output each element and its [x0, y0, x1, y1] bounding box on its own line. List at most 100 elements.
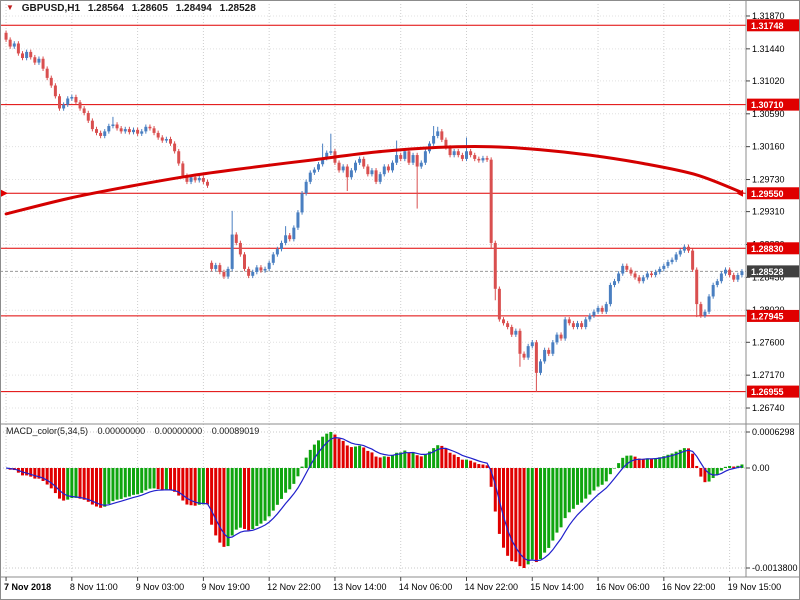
macd-histogram-bar — [613, 468, 616, 469]
candle-body — [411, 155, 415, 163]
macd-histogram-bar — [687, 448, 690, 468]
macd-histogram-bar — [222, 468, 226, 547]
candle-body — [362, 158, 366, 167]
macd-indicator-label: MACD_color(5,34,5) 0.00000000 0.00000000… — [6, 426, 266, 436]
candle-body — [711, 284, 715, 297]
macd-value-3: 0.00089019 — [211, 426, 260, 436]
macd-histogram-bar — [95, 468, 98, 507]
macd-histogram-bar — [641, 458, 645, 468]
moving-average-line[interactable] — [4, 145, 744, 216]
candle-body — [477, 158, 481, 161]
macd-histogram-bar — [127, 468, 131, 497]
candle-body — [263, 268, 267, 271]
candle-body — [173, 143, 177, 152]
candle-body — [78, 102, 82, 109]
time-tick-label: 16 Nov 22:00 — [662, 582, 716, 592]
time-tick-label: 19 Nov 15:00 — [728, 582, 782, 592]
candle-body — [596, 307, 600, 312]
time-axis[interactable]: 7 Nov 2018 8 Nov 11:00 9 Nov 03:00 9 Nov 19… — [4, 577, 781, 592]
price-level-badge-label: 1.26955 — [751, 387, 784, 397]
price-tick-label: 1.27170 — [752, 370, 785, 380]
candle-body — [284, 235, 288, 243]
macd-histogram-bar — [530, 468, 534, 560]
candle-body — [419, 162, 423, 167]
candle-body — [378, 174, 382, 182]
price-level-badge-label: 1.29550 — [751, 189, 784, 199]
macd-histogram-bar — [432, 448, 436, 468]
candle-body — [304, 181, 308, 194]
macd-histogram-bar — [514, 468, 518, 562]
candle-body — [251, 271, 255, 276]
macd-histogram-bar — [534, 468, 538, 563]
candle-body — [136, 129, 140, 134]
macd-histogram-bar — [181, 468, 185, 501]
macd-histogram-bar — [99, 468, 103, 508]
candle-body — [123, 129, 127, 132]
macd-histogram-bar — [173, 468, 177, 492]
candle-body — [296, 212, 300, 228]
candle-body — [238, 242, 242, 255]
candle-body — [613, 281, 616, 285]
candle-body — [16, 43, 20, 54]
candle-body — [62, 104, 66, 109]
candle-body — [600, 307, 604, 312]
macd-histogram-bar — [415, 455, 419, 468]
candle-body — [724, 269, 727, 274]
macd-histogram-bar — [674, 451, 678, 468]
candle-body — [736, 275, 740, 280]
macd-histogram-bar — [341, 440, 345, 468]
candle-body — [358, 158, 362, 163]
macd-histogram-bar — [58, 468, 61, 499]
macd-histogram-bar — [337, 438, 341, 468]
candle-body — [345, 166, 349, 178]
macd-histogram-bar — [580, 468, 584, 503]
macd-histogram-bar — [485, 465, 489, 468]
macd-histogram-bar — [189, 468, 193, 506]
macd-histogram-bar — [370, 452, 374, 468]
time-tick-label: 9 Nov 19:00 — [201, 582, 250, 592]
macd-histogram-bar — [284, 468, 288, 493]
macd-histogram-bar — [123, 468, 127, 498]
candle-body — [337, 162, 341, 171]
candle-body — [8, 39, 12, 47]
candle-body — [658, 268, 662, 272]
price-tick-label: 1.26740 — [752, 403, 785, 413]
one-click-trading-icon[interactable]: ▼ — [6, 3, 14, 12]
candle-body — [214, 265, 218, 269]
macd-histogram-bar — [419, 456, 423, 468]
candle-body — [580, 323, 584, 328]
price-axis[interactable]: 1.31870 1.31440 1.31020 1.30590 1.30160 1.297… — [746, 11, 799, 573]
candle-body — [21, 53, 24, 59]
candle-body — [222, 271, 226, 277]
macd-tick-label: 0.0006298 — [752, 427, 795, 437]
macd-histogram-bar — [740, 464, 744, 468]
price-tick-label: 1.27600 — [752, 337, 785, 347]
macd-histogram-bar — [699, 468, 703, 477]
macd-histogram-bar — [732, 466, 736, 468]
candle-body — [551, 342, 555, 354]
macd-histogram-bar — [308, 449, 312, 468]
candle-body — [12, 43, 16, 47]
macd-histogram-bar — [247, 468, 251, 531]
macd-histogram-bar — [78, 468, 82, 499]
macd-histogram-bar — [662, 456, 666, 468]
candle-body — [625, 265, 629, 270]
macd-histogram-bar — [349, 447, 353, 468]
candle-body — [189, 177, 193, 182]
current-price-badge-label: 1.28528 — [751, 267, 784, 277]
macd-histogram-bar — [456, 457, 460, 468]
candle-body — [481, 158, 485, 161]
macd-value-2: 0.00000000 — [154, 426, 203, 436]
macd-histogram-bar — [325, 433, 329, 468]
macd-histogram-bar — [25, 468, 29, 476]
macd-histogram-bar — [411, 452, 415, 468]
macd-value-1: 0.00000000 — [97, 426, 146, 436]
macd-histogram-bar — [169, 468, 172, 490]
macd-histogram-bar — [321, 436, 325, 468]
macd-histogram-bar — [230, 468, 234, 536]
macd-histogram-bar — [119, 468, 123, 499]
candle-body — [674, 254, 678, 260]
macd-histogram-bar — [317, 440, 320, 468]
